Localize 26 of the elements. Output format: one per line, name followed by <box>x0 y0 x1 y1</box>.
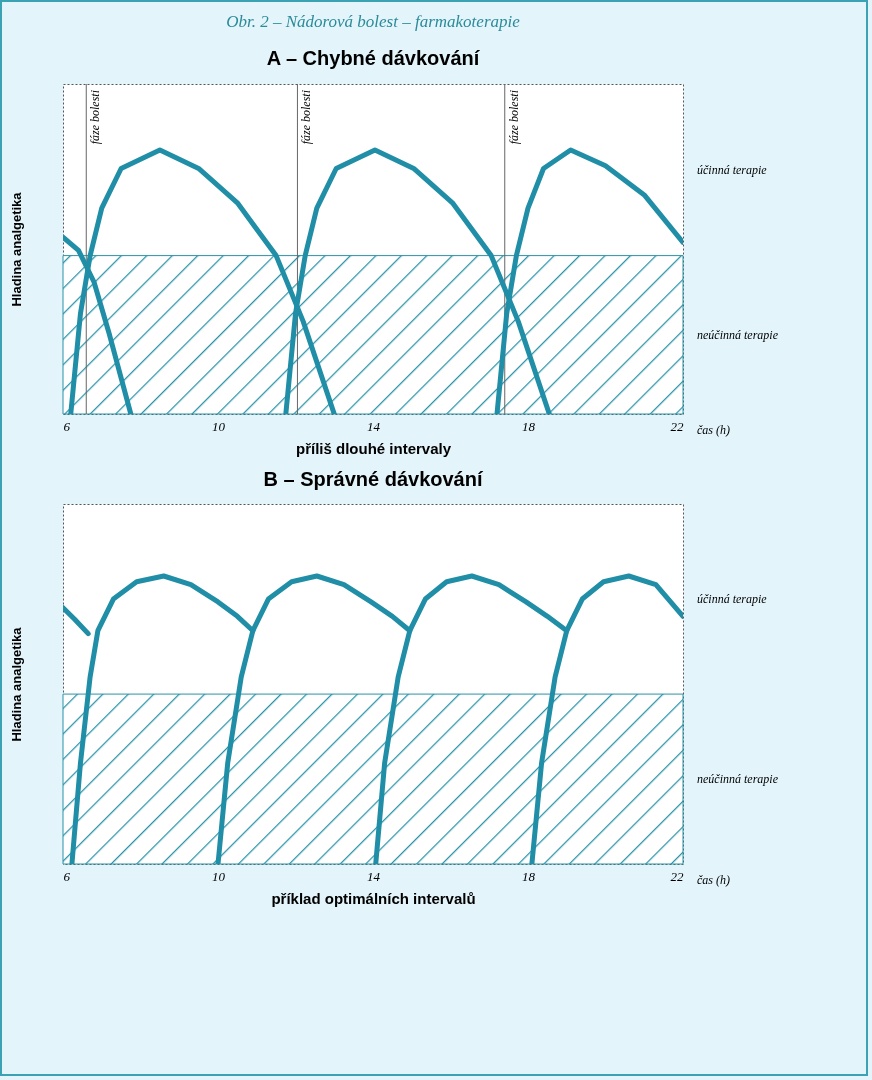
y-axis-title: Hladina analgetika <box>8 191 24 307</box>
text: účinná terapie <box>697 162 768 177</box>
text: účinná terapie <box>697 592 768 607</box>
x-tick-label: 10 <box>212 418 226 434</box>
x-tick-label: 14 <box>367 418 381 434</box>
band-label: neúčinná terapie <box>697 772 779 787</box>
x-tick-label: 22 <box>670 868 684 884</box>
x-tick-label: 6 <box>63 868 71 884</box>
x-tick-label: 18 <box>522 418 536 434</box>
text: čas (h) <box>697 423 730 437</box>
text: čas (h) <box>697 873 730 887</box>
ref-line-label: fáze bolesti <box>299 90 314 145</box>
band-label: neúčinná terapie <box>697 327 779 342</box>
x-tick-label: 6 <box>63 418 71 434</box>
ref-line-label: fáze bolesti <box>88 90 103 145</box>
x-tick-label: 14 <box>367 868 381 884</box>
y-axis-title: Hladina analgetika <box>8 626 24 742</box>
ref-line-label: fáze bolesti <box>506 90 521 145</box>
chart-title: Obr. 2 – Nádorová bolest – farmakoterapie <box>226 11 521 31</box>
x-tick-label: 18 <box>522 868 536 884</box>
x-tick-label: 10 <box>212 868 226 884</box>
x-axis-title: příklad optimálních intervalů <box>271 889 476 907</box>
chart-subtitle: A – Chybné dávkování <box>266 46 481 69</box>
x-tick-label: 22 <box>670 418 684 434</box>
chart-title: B – Správné dávkování <box>263 468 484 490</box>
x-axis-title: příliš dlouhé intervaly <box>295 439 452 457</box>
